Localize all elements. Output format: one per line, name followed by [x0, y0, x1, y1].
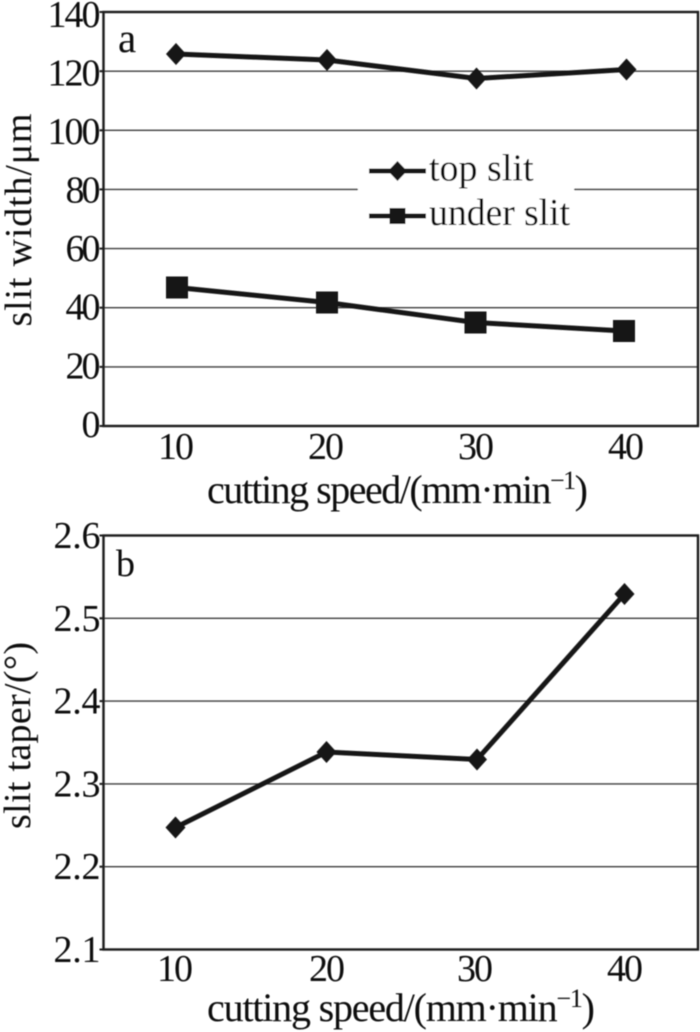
svg-text:80: 80: [66, 169, 101, 211]
svg-text:0: 0: [82, 404, 101, 446]
svg-text:30: 30: [458, 426, 494, 468]
svg-text:20: 20: [66, 345, 101, 387]
svg-text:top slit: top slit: [429, 148, 534, 190]
svg-text:under slit: under slit: [429, 192, 570, 234]
svg-text:2.3: 2.3: [54, 763, 101, 805]
svg-text:40: 40: [607, 948, 643, 990]
svg-text:2.5: 2.5: [54, 598, 101, 640]
svg-text:140: 140: [48, 0, 101, 36]
svg-text:40: 40: [66, 287, 101, 329]
svg-text:slit width/μm: slit width/μm: [0, 114, 40, 327]
svg-text:60: 60: [66, 228, 101, 270]
svg-text:slit taper/(°): slit taper/(°): [0, 642, 39, 829]
svg-text:2.6: 2.6: [54, 515, 101, 557]
svg-text:120: 120: [48, 53, 101, 95]
svg-text:2.4: 2.4: [54, 681, 101, 723]
svg-text:20: 20: [308, 426, 344, 468]
svg-text:100: 100: [48, 111, 101, 153]
svg-text:2.2: 2.2: [54, 846, 101, 888]
svg-text:2.1: 2.1: [54, 929, 101, 971]
svg-text:b: b: [116, 543, 135, 585]
svg-text:a: a: [118, 15, 136, 61]
svg-text:20: 20: [309, 948, 345, 990]
svg-text:cutting speed/(mm·min−1): cutting speed/(mm·min−1): [207, 466, 588, 512]
svg-text:30: 30: [457, 948, 493, 990]
svg-text:40: 40: [608, 426, 644, 468]
svg-text:10: 10: [158, 426, 194, 468]
svg-text:cutting speed/(mm·min−1): cutting speed/(mm·min−1): [207, 984, 595, 1030]
svg-text:10: 10: [157, 948, 193, 990]
